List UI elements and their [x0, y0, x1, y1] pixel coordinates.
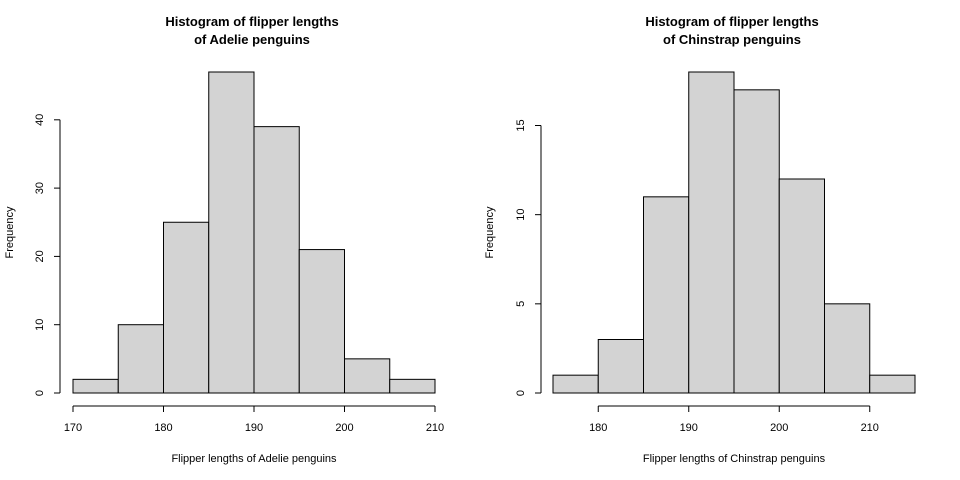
- histogram-bar: [688, 71, 735, 394]
- x-axis-label: Flipper lengths of Chinstrap penguins: [643, 453, 826, 465]
- x-tick-label: 180: [154, 422, 172, 434]
- histogram-bar: [117, 324, 164, 394]
- histogram-bar: [643, 196, 690, 394]
- histogram-bar: [552, 374, 599, 394]
- histogram-bar: [72, 378, 119, 394]
- x-tick-label: 200: [770, 422, 788, 434]
- y-tick-label: 20: [34, 250, 46, 262]
- chart-title-line-1: Histogram of flipper lengths: [165, 14, 338, 29]
- y-tick-label: 40: [34, 114, 46, 126]
- y-tick-label: 5: [515, 301, 527, 307]
- y-tick-label: 10: [515, 209, 527, 221]
- y-tick-label: 0: [34, 390, 46, 396]
- y-tick-label: 30: [34, 182, 46, 194]
- chart-title-line-2: of Adelie penguins: [194, 32, 310, 47]
- x-tick-label: 210: [426, 422, 444, 434]
- x-tick-label: 170: [64, 422, 82, 434]
- x-axis: 170 180 190 200 210: [64, 405, 444, 434]
- y-tick-label: 0: [515, 390, 527, 396]
- bars: [72, 71, 436, 394]
- histogram-bar: [389, 378, 436, 394]
- panel-chinstrap: Histogram of flipper lengths of Chinstra…: [484, 14, 916, 465]
- panel-adelie: Histogram of flipper lengths of Adelie p…: [4, 14, 444, 465]
- histogram-bar: [597, 339, 644, 394]
- histogram-bar: [869, 374, 916, 394]
- chart-title-line-1: Histogram of flipper lengths: [645, 14, 818, 29]
- y-axis: 0 5 10 15: [515, 119, 542, 396]
- histogram-bar: [253, 126, 300, 394]
- bars: [552, 71, 916, 394]
- x-axis-label: Flipper lengths of Adelie penguins: [171, 453, 337, 465]
- histogram-bar: [298, 249, 345, 394]
- y-tick-label: 15: [515, 119, 527, 131]
- x-tick-label: 190: [245, 422, 263, 434]
- histogram-bar: [208, 71, 255, 394]
- histogram-bar: [344, 358, 391, 394]
- x-tick-label: 180: [589, 422, 607, 434]
- y-tick-label: 10: [34, 319, 46, 331]
- x-axis: 180 190 200 210: [589, 405, 879, 434]
- histogram-bar: [163, 221, 210, 394]
- x-tick-label: 190: [680, 422, 698, 434]
- y-axis-label: Frequency: [484, 206, 496, 258]
- histogram-bar: [733, 89, 780, 394]
- histogram-bar: [778, 178, 825, 394]
- histogram-bar: [824, 303, 871, 394]
- x-tick-label: 210: [861, 422, 879, 434]
- x-tick-label: 200: [335, 422, 353, 434]
- chart-title-line-2: of Chinstrap penguins: [663, 32, 801, 47]
- y-axis: 0 10 20 30 40: [34, 114, 61, 396]
- y-axis-label: Frequency: [4, 206, 16, 258]
